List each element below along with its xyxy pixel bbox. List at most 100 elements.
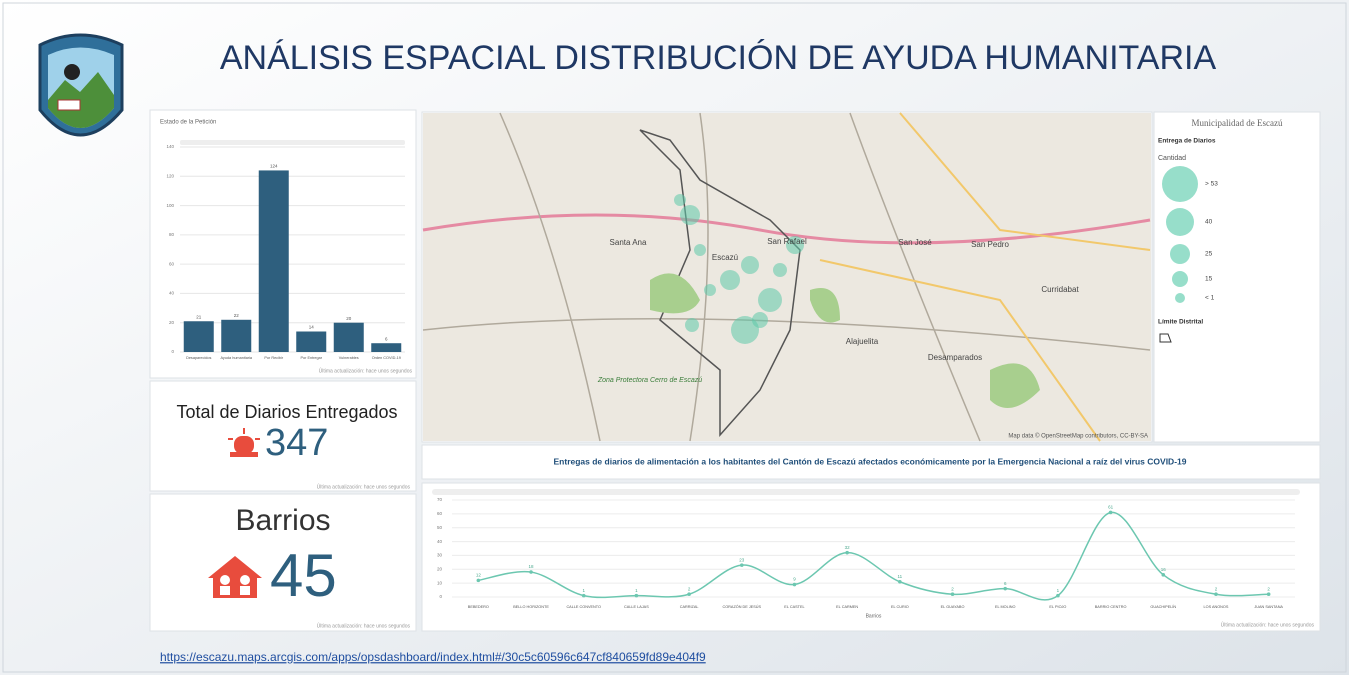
place-label: Desamparados <box>928 353 982 362</box>
x-tick-label: CALLE CONVENTO <box>566 605 601 609</box>
bar <box>221 320 251 352</box>
point <box>529 570 533 574</box>
x-tick-label: JUAN SANTANA <box>1254 605 1283 609</box>
legend-size-label: Cantidad <box>1158 155 1186 162</box>
x-tick-label: CORAZÓN DE JESÚS <box>722 604 761 609</box>
bar <box>334 323 364 352</box>
data-label: 18 <box>529 564 535 569</box>
x-tick-label: EL PIOJO <box>1049 605 1066 609</box>
x-tick-label: EL CASTEL <box>784 605 804 609</box>
update-note: Última actualización: hace unos segundos <box>319 367 413 374</box>
legend-symbol <box>1172 271 1188 287</box>
y-tick-label: 30 <box>437 553 443 558</box>
data-label: 32 <box>845 545 851 550</box>
map-caption: Entregas de diarios de alimentación a lo… <box>554 456 1187 466</box>
data-label: 22 <box>234 313 240 318</box>
y-tick-label: 40 <box>437 539 443 544</box>
x-tick-label: Por Entregar <box>300 356 322 360</box>
slide-title: ANÁLISIS ESPACIAL DISTRIBUCIÓN DE AYUDA … <box>220 39 1217 77</box>
bar <box>259 170 289 352</box>
scrollbar <box>432 489 1300 495</box>
point <box>582 594 586 598</box>
update-note: Última actualización: hace unos segundos <box>1221 621 1315 628</box>
logo <box>40 35 122 135</box>
legend-class-label: < 1 <box>1205 295 1215 302</box>
data-label: 21 <box>196 314 202 319</box>
dashboard-link[interactable]: https://escazu.maps.arcgis.com/apps/opsd… <box>160 650 706 664</box>
x-tick-label: EL CURIO <box>891 605 909 609</box>
kpi-value: 45 <box>270 542 337 609</box>
point <box>477 579 481 583</box>
point <box>740 563 744 567</box>
x-tick-label: Ayuda humanitaria <box>220 356 252 360</box>
y-tick-label: 40 <box>169 291 175 296</box>
legend-title: Municipalidad de Escazú <box>1192 118 1283 128</box>
chart-title: Estado de la Petición <box>160 120 216 126</box>
x-tick-label: BARRIO CENTRO <box>1095 605 1127 609</box>
update-note: Última actualización: hace unos segundos <box>317 622 411 629</box>
legend-symbol <box>1175 293 1185 303</box>
bar <box>184 321 214 352</box>
place-label: San José <box>898 238 932 247</box>
x-tick-label: Por Recibir <box>264 356 284 360</box>
legend-class-label: 25 <box>1205 251 1213 258</box>
x-tick-label: Desaparecidos <box>186 356 211 360</box>
data-label: 20 <box>346 316 352 321</box>
data-label: 16 <box>1161 567 1167 572</box>
kpi-value: 347 <box>265 422 328 464</box>
legend-class-label: 40 <box>1205 219 1213 226</box>
x-tick-label: LOS ANONOS <box>1204 605 1229 609</box>
kpi-title: Total de Diarios Entregados <box>176 402 397 422</box>
y-tick-label: 20 <box>169 320 175 325</box>
place-label: Santa Ana <box>610 238 647 247</box>
data-label: 124 <box>270 164 278 169</box>
update-note: Última actualización: hace unos segundos <box>317 483 411 490</box>
point <box>1056 594 1060 598</box>
y-tick-label: 120 <box>166 173 174 178</box>
y-tick-label: 80 <box>169 232 175 237</box>
bar <box>296 332 326 353</box>
x-tick-label: Orden COVID-19 <box>372 356 401 360</box>
point <box>687 592 691 596</box>
point <box>845 551 849 555</box>
legend-symbol <box>1170 244 1190 264</box>
data-label: 11 <box>898 574 903 579</box>
point <box>793 583 797 587</box>
bar <box>371 343 401 352</box>
data-label: 14 <box>309 325 315 330</box>
point <box>951 592 955 596</box>
map-attribution: Map data © OpenStreetMap contributors, C… <box>1008 433 1148 440</box>
kpi-title: Barrios <box>235 504 330 537</box>
data-label: 61 <box>1108 505 1114 510</box>
legend-symbol <box>1166 208 1194 236</box>
x-tick-label: EL MOLINO <box>995 605 1016 609</box>
x-tick-label: CARRIZAL <box>680 605 699 609</box>
y-tick-label: 50 <box>437 525 443 530</box>
place-label: Alajuelita <box>846 337 879 346</box>
place-label: Escazú <box>712 253 738 262</box>
legend-class-label: 15 <box>1205 276 1213 283</box>
data-label: 23 <box>739 557 745 562</box>
legend-symbol <box>1162 166 1198 202</box>
legend-class-label: > 53 <box>1205 181 1218 188</box>
slide: { "header": {"title": "ANÁLISIS ESPACIAL… <box>0 0 1349 675</box>
x-tick-label: GUACHIPELÍN <box>1150 605 1176 609</box>
x-tick-label: CALLE LAJAS <box>624 605 649 609</box>
point <box>1214 592 1218 596</box>
y-tick-label: 20 <box>437 566 443 571</box>
place-label: Curridabat <box>1041 285 1079 294</box>
point <box>1267 592 1271 596</box>
point <box>1161 573 1165 577</box>
data-label: 12 <box>476 573 482 578</box>
x-tick-label: BEBEDERO <box>468 605 489 609</box>
place-label: San Pedro <box>971 240 1009 249</box>
y-tick-label: 100 <box>166 203 174 208</box>
y-tick-label: 140 <box>166 144 174 149</box>
x-tick-label: EL GUAYABO <box>941 605 965 609</box>
y-tick-label: 60 <box>169 261 175 266</box>
y-tick-label: 70 <box>437 497 443 502</box>
legend-subtitle: Entrega de Diarios <box>1158 138 1216 145</box>
x-tick-label: EL CARMEN <box>836 605 858 609</box>
y-tick-label: 10 <box>437 580 443 585</box>
point <box>635 594 639 598</box>
